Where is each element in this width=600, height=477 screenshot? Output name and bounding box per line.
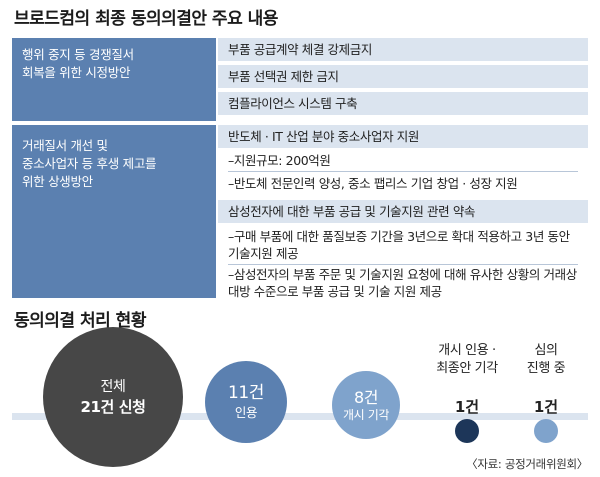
dismissed-label: 개시 기각 [343, 407, 389, 422]
section2-label-line: 거래질서 개선 및 [22, 138, 108, 153]
timeline-bar [12, 413, 588, 420]
pending-label-line: 심의 [534, 343, 558, 358]
accepted-circle: 11건 인용 [205, 361, 287, 443]
final-rejected-count: 1건 [454, 398, 480, 416]
section1-item-1: 부품 공급계약 체결 강제금지 [218, 38, 588, 61]
section2-item2-para-1: –구매 부품에 대한 품질보증 기간을 3년으로 확대 적용하고 3년 동안 기… [228, 229, 570, 261]
section1-label: 행위 중지 등 경쟁질서 회복을 위한 시정방안 [12, 38, 216, 121]
accepted-label: 인용 [234, 404, 258, 420]
section2-item2-para-2: –삼성전자의 부품 주문 및 기술지원 요청에 대해 유사한 상황의 거래상대방… [228, 267, 577, 299]
section2-label-line: 위한 상생방안 [22, 174, 93, 189]
pending-count: 1건 [533, 398, 559, 416]
section1-label-line: 회복을 위한 시정방안 [22, 65, 131, 80]
pending-circle [534, 419, 558, 443]
final-rejected-circle [455, 419, 479, 443]
section1-item-2: 부품 선택권 제한 금지 [218, 65, 588, 88]
total-circle: 전체 21건 신청 [43, 327, 183, 467]
source-credit: 〈자료: 공정거래위원회〉 [466, 457, 588, 471]
section2-label: 거래질서 개선 및 중소사업자 등 후생 제고를 위한 상생방안 [12, 125, 216, 298]
divider [228, 264, 578, 265]
section2-label-line: 중소사업자 등 후생 제고를 [22, 156, 157, 171]
section2-item1-line-2: –반도체 전문인력 양성, 중소 팹리스 기업 창업 · 성장 지원 [228, 176, 518, 191]
pending-label: 심의 진행 중 [516, 342, 576, 378]
section1-item-3: 컴플라이언스 시스템 구축 [218, 92, 588, 115]
divider [228, 171, 578, 172]
section2-item1-line-1: –지원규모: 200억원 [228, 153, 331, 168]
section2-item2-header: 삼성전자에 대한 부품 공급 및 기술지원 관련 약속 [218, 200, 588, 223]
final-rejected-label-line: 개시 인용 · [438, 343, 496, 358]
dismissed-circle: 8건 개시 기각 [332, 371, 400, 439]
dismissed-count: 8건 [353, 387, 379, 407]
accepted-count: 11건 [227, 382, 265, 403]
status-title: 동의의결 처리 현황 [14, 311, 146, 331]
section2-item1-header: 반도체 · IT 산업 분야 중소사업자 지원 [218, 125, 588, 148]
total-label: 전체 [100, 378, 126, 395]
page-title: 브로드컴의 최종 동의의결안 주요 내용 [14, 9, 278, 29]
final-rejected-label: 개시 인용 · 최종안 기각 [425, 342, 509, 378]
total-value: 21건 신청 [80, 397, 146, 416]
section1-label-line: 행위 중지 등 경쟁질서 [22, 47, 134, 62]
final-rejected-label-line: 최종안 기각 [436, 361, 498, 376]
pending-label-line: 진행 중 [526, 361, 566, 376]
